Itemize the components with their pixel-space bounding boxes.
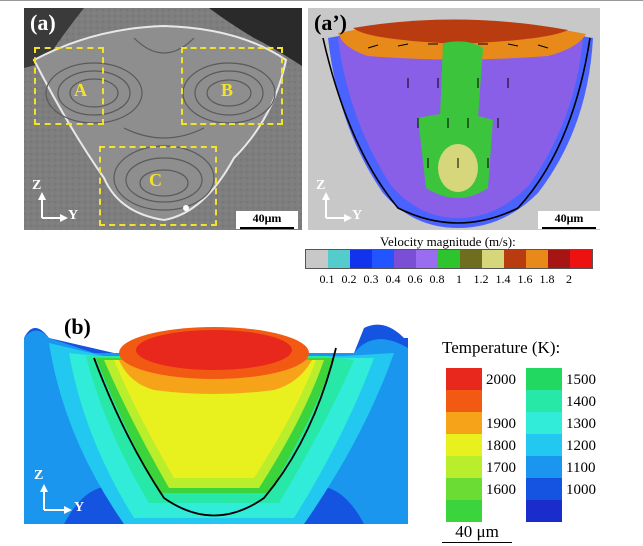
temperature-value-label: 1600 xyxy=(486,482,516,498)
zone-c-label: C xyxy=(149,170,162,190)
velocity-color-cell xyxy=(548,250,570,268)
velocity-field-image xyxy=(322,19,593,228)
panel-b-temperature-map: (b) Z Y xyxy=(24,298,408,524)
panel-a-axes: Z Y xyxy=(30,178,80,224)
axis-z-label: Z xyxy=(34,468,44,483)
zone-c-box xyxy=(99,146,217,226)
velocity-legend-title: Velocity magnitude (m/s): xyxy=(380,234,516,249)
temperature-color-cell xyxy=(446,434,482,456)
scale-label: 40μm xyxy=(554,211,584,225)
axis-y-label: Y xyxy=(352,208,363,223)
axis-z-label: Z xyxy=(32,178,42,193)
velocity-tick-row: 0.1 0.2 0.3 0.4 0.6 0.8 1 1.2 1.4 1.6 1.8 2 xyxy=(305,272,591,288)
zone-a-label: A xyxy=(74,80,87,100)
axis-y-label: Y xyxy=(74,500,85,515)
axis-arrows-icon xyxy=(322,192,352,222)
scale-label: 40 μm xyxy=(455,522,499,541)
panel-a-label: (a) xyxy=(30,10,56,35)
temperature-value-label: 1700 xyxy=(486,460,516,476)
temperature-colorbar-left: 2000 1900 1800 1700 1600 xyxy=(446,368,526,522)
scale-line xyxy=(542,227,596,229)
scale-line xyxy=(442,542,512,543)
velocity-color-cell xyxy=(460,250,482,268)
velocity-color-cell xyxy=(570,250,592,268)
temperature-color-cell xyxy=(526,390,562,412)
temperature-color-cell xyxy=(526,368,562,390)
velocity-tick-label: 1.6 xyxy=(517,272,533,286)
temperature-color-cell xyxy=(446,456,482,478)
axis-y-label: Y xyxy=(68,208,79,223)
temperature-value-label: 1000 xyxy=(566,482,596,498)
temperature-field-image xyxy=(24,324,408,524)
scale-line xyxy=(240,227,294,229)
temperature-legend-title: Temperature (K): xyxy=(442,338,561,357)
temperature-value-label: 1300 xyxy=(566,416,596,432)
temperature-color-cell xyxy=(526,500,562,522)
velocity-color-cell xyxy=(394,250,416,268)
zone-a-box xyxy=(34,47,104,125)
temperature-color-cell xyxy=(446,500,482,522)
temperature-colorbar-right: 1500 1400 1300 1200 1100 1000 xyxy=(526,368,626,522)
axis-arrows-icon xyxy=(40,484,72,514)
velocity-color-cell xyxy=(416,250,438,268)
temperature-value-label: 1500 xyxy=(566,372,596,388)
velocity-color-cell xyxy=(306,250,328,268)
velocity-tick-label: 0.4 xyxy=(385,272,401,286)
temperature-value-label: 2000 xyxy=(486,372,516,388)
velocity-colorbar xyxy=(305,249,593,269)
panel-a2-label: (a’) xyxy=(314,10,347,35)
panel-a-scale-bar: 40μm xyxy=(236,211,298,229)
velocity-tick-label: 0.6 xyxy=(407,272,423,286)
velocity-color-cell xyxy=(438,250,460,268)
temperature-scale-bar: 40 μm xyxy=(442,522,512,543)
axis-arrows-icon xyxy=(38,192,68,222)
velocity-tick-label: 0.1 xyxy=(319,272,335,286)
temperature-color-cell xyxy=(526,434,562,456)
scale-label: 40μm xyxy=(252,211,282,225)
panel-b-axes: Z Y xyxy=(32,468,86,516)
velocity-tick-label: 1.4 xyxy=(495,272,511,286)
temperature-color-cell xyxy=(446,478,482,500)
velocity-color-cell xyxy=(328,250,350,268)
temperature-value-label: 1100 xyxy=(566,460,596,476)
velocity-tick-label: 2 xyxy=(566,272,572,286)
velocity-tick-label: 0.3 xyxy=(363,272,379,286)
temperature-color-cell xyxy=(526,456,562,478)
velocity-color-cell xyxy=(350,250,372,268)
panel-a-micrograph: (a) A B C Z Y 40μm xyxy=(24,8,302,230)
velocity-color-cell xyxy=(526,250,548,268)
velocity-tick-label: 1.8 xyxy=(539,272,555,286)
temperature-value-label: 1200 xyxy=(566,438,596,454)
panel-b-label: (b) xyxy=(64,314,91,339)
zone-b-box xyxy=(181,47,283,125)
micrograph-image xyxy=(24,8,302,230)
velocity-color-cell xyxy=(482,250,504,268)
temperature-value-label: 1800 xyxy=(486,438,516,454)
panel-a2-axes: Z Y xyxy=(314,178,364,224)
zone-b-label: B xyxy=(221,80,234,100)
velocity-tick-label: 1 xyxy=(456,272,462,286)
panel-a2-velocity-map: (a’) Z Y 40μm xyxy=(308,8,600,230)
velocity-tick-label: 0.2 xyxy=(341,272,357,286)
temperature-color-cell xyxy=(526,412,562,434)
temperature-color-cell xyxy=(526,478,562,500)
top-rule xyxy=(0,0,643,1)
temperature-color-cell xyxy=(446,368,482,390)
velocity-color-cell xyxy=(504,250,526,268)
velocity-tick-label: 1.2 xyxy=(473,272,489,286)
axis-z-label: Z xyxy=(316,178,326,193)
temperature-color-cell xyxy=(446,390,482,412)
panel-a2-scale-bar: 40μm xyxy=(538,211,600,229)
temperature-color-cell xyxy=(446,412,482,434)
velocity-color-cell xyxy=(372,250,394,268)
temperature-value-label: 1900 xyxy=(486,416,516,432)
velocity-tick-label: 0.8 xyxy=(429,272,445,286)
temperature-value-label: 1400 xyxy=(566,394,596,410)
